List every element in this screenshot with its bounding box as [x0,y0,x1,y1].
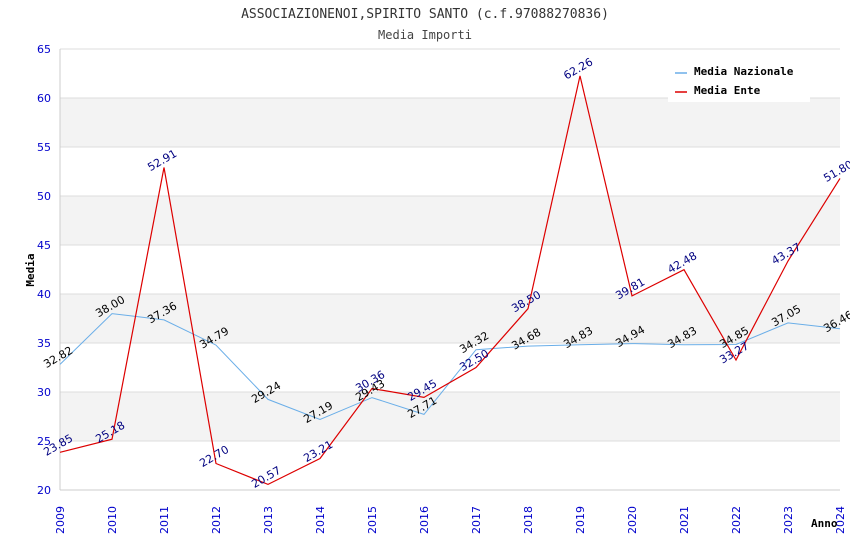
y-tick-label: 50 [37,190,51,203]
legend-box [668,58,810,102]
x-tick-label: 2012 [210,506,223,534]
x-tick-label: 2015 [366,506,379,534]
series-lines [59,75,841,486]
x-tick-labels: 2009 2010 2011 2012 2013 2014 2015 2016 2017 2018… [54,506,847,534]
chart-subtitle: Media Importi [378,28,472,42]
chart-title: ASSOCIAZIONENOI,SPIRITO SANTO (c.f.97088… [241,7,609,22]
y-tick-labels: 20 25 30 35 40 45 50 55 60 65 [37,43,51,497]
x-tick-label: 2021 [678,506,691,534]
x-tick-label: 2020 [626,506,639,534]
x-tick-label: 2013 [262,506,275,534]
plot-band [60,392,840,441]
y-axis-label: Media [24,253,37,286]
y-tick-label: 35 [37,337,51,350]
x-tick-label: 2017 [470,506,483,534]
y-tick-label: 45 [37,239,51,252]
x-tick-label: 2009 [54,506,67,534]
series-line-media-ente [59,75,841,486]
x-axis-label: Anno [811,517,838,530]
x-tick-label: 2016 [418,506,431,534]
plot-band [60,245,840,294]
plot-band [60,147,840,196]
legend-label-nazionale: Media Nazionale [694,65,794,78]
x-tick-label: 2023 [782,506,795,534]
y-tick-label: 40 [37,288,51,301]
y-tick-label: 55 [37,141,51,154]
x-tick-label: 2024 [834,506,847,534]
grid-lines [60,48,840,491]
axes [59,49,840,491]
x-tick-label: 2010 [106,506,119,534]
y-tick-label: 30 [37,386,51,399]
plot-bands [60,49,840,490]
y-tick-label: 20 [37,484,51,497]
plot-band [60,196,840,245]
y-tick-label: 60 [37,92,51,105]
x-tick-label: 2018 [522,506,535,534]
plot-band [60,343,840,392]
plot-band [60,441,840,490]
x-tick-label: 2022 [730,506,743,534]
plot-band [60,98,840,147]
x-tick-label: 2011 [158,506,171,534]
x-tick-label: 2019 [574,506,587,534]
legend: Media Nazionale Media Ente [668,58,810,102]
legend-label-ente: Media Ente [694,84,761,97]
y-tick-label: 25 [37,435,51,448]
x-tick-label: 2014 [314,506,327,534]
y-tick-label: 65 [37,43,51,56]
